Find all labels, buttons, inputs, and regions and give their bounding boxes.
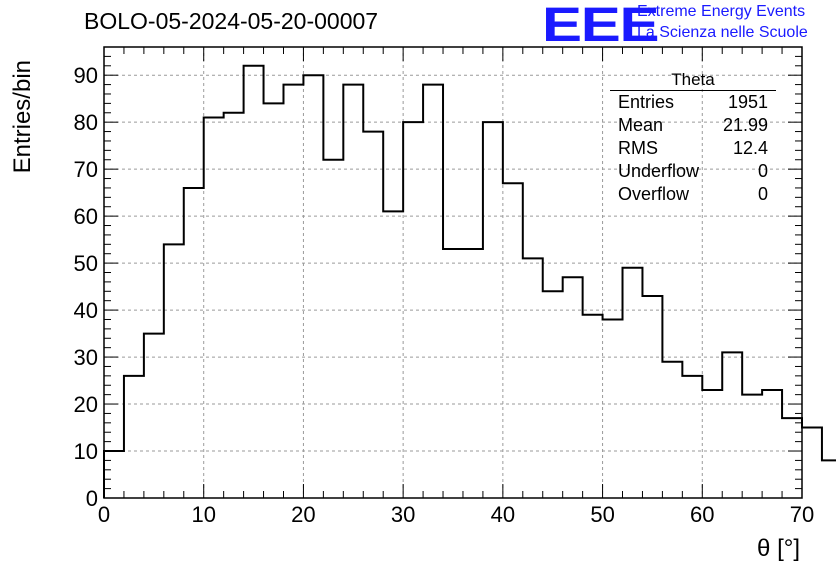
x-tick-label: 0: [98, 502, 110, 527]
y-tick-label: 80: [74, 110, 98, 135]
grid-lines: [104, 47, 802, 498]
stats-value: 0: [757, 184, 768, 204]
y-tick-label: 40: [74, 298, 98, 323]
histogram-line: [103, 64, 836, 498]
x-tick-label: 10: [191, 502, 215, 527]
y-tick-labels: 0 10 20 30 40 50 60 70 80 90: [74, 63, 98, 511]
stats-row-underflow: Underflow 0: [610, 160, 776, 183]
stats-value: 21.99: [722, 115, 768, 135]
y-tick-label: 70: [74, 157, 98, 182]
y-tick-label: 60: [74, 204, 98, 229]
y-tick-label: 0: [86, 486, 98, 511]
logo-line-1: Extreme Energy Events: [637, 3, 806, 20]
stats-title: Theta: [610, 70, 776, 91]
y-tick-label: 10: [74, 439, 98, 464]
y-tick-label: 50: [74, 251, 98, 276]
y-tick-label: 30: [74, 345, 98, 370]
stats-label: RMS: [618, 138, 658, 158]
stats-label: Underflow: [618, 161, 700, 181]
y-tick-label: 20: [74, 392, 98, 417]
x-tick-labels: 0 10 20 30 40 50 60 70: [98, 502, 814, 527]
axis-ticks: [103, 46, 803, 499]
stats-row-mean: Mean 21.99: [610, 114, 776, 137]
x-tick-label: 30: [391, 502, 415, 527]
stats-label: Overflow: [618, 184, 690, 204]
stats-value: 12.4: [732, 138, 768, 158]
stats-label: Mean: [618, 115, 664, 135]
stats-box: Theta Entries 1951 Mean 21.99 RMS 12.4 U…: [610, 70, 776, 206]
x-axis-label: θ [°]: [757, 535, 800, 562]
x-tick-label: 50: [590, 502, 614, 527]
eee-logo: EEE: [542, 0, 660, 52]
stats-value: 1951: [727, 92, 768, 112]
y-tick-label: 90: [74, 63, 98, 88]
plot-frame: [103, 46, 803, 499]
stats-label: Entries: [618, 92, 675, 112]
x-tick-label: 20: [291, 502, 315, 527]
y-axis-label: Entries/bin: [9, 60, 36, 173]
stats-row-entries: Entries 1951: [610, 91, 776, 114]
stats-row-rms: RMS 12.4: [610, 137, 776, 160]
x-tick-label: 70: [790, 502, 814, 527]
logo-line-2: La Scienza nelle Scuole: [637, 24, 808, 41]
chart-title: BOLO-05-2024-05-20-00007: [84, 8, 379, 34]
x-tick-label: 40: [491, 502, 515, 527]
stats-value: 0: [757, 161, 768, 181]
stats-row-overflow: Overflow 0: [610, 183, 776, 206]
x-tick-label: 60: [690, 502, 714, 527]
